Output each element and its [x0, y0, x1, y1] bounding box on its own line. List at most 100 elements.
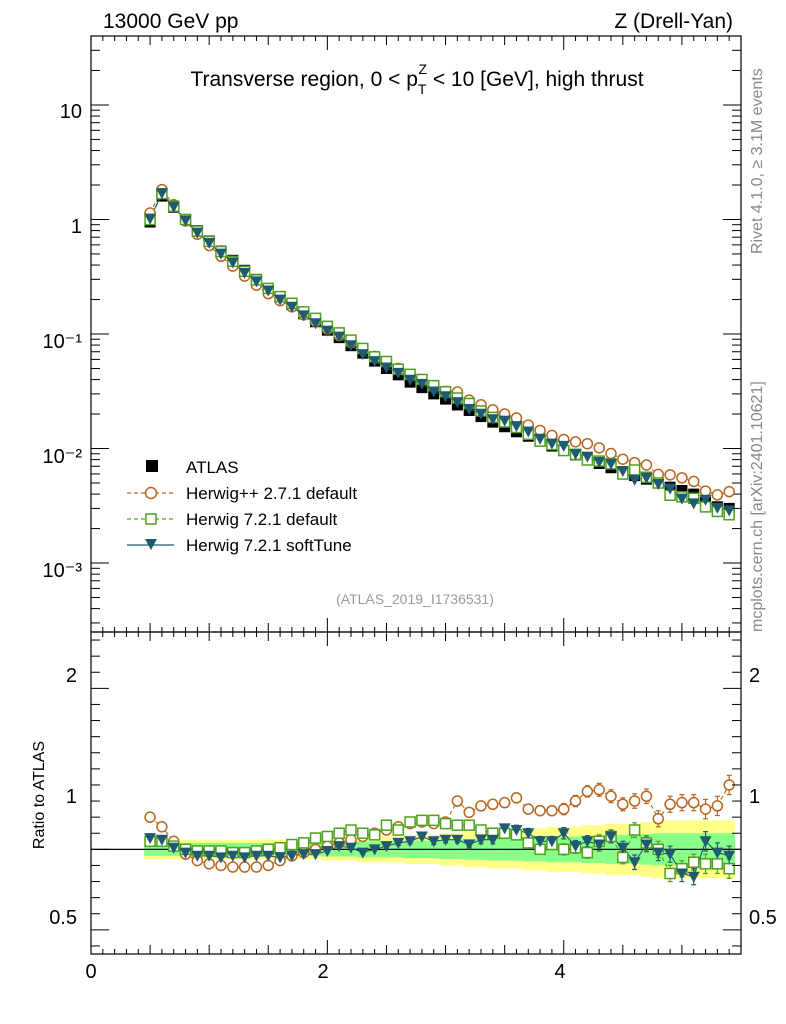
data-point-herwig7-softtune: [155, 188, 168, 200]
ratio-point-herwig7-softtune: [321, 845, 334, 857]
header-left-title: 13000 GeV pp: [103, 10, 238, 33]
x-tick-label: 4: [554, 961, 565, 983]
ratio-point-herwig7-default: [274, 841, 286, 854]
data-point-herwig7-softtune: [557, 440, 570, 452]
ratio-point-herwig7-default: [699, 858, 712, 870]
data-point-herwig7-softtune: [652, 479, 665, 491]
data-point-herwigpp: [569, 436, 582, 448]
ratio-point-herwigpp: [687, 796, 700, 809]
ratio-point-herwig7-default: [286, 838, 298, 851]
data-point-herwig7-softtune: [605, 458, 617, 470]
ratio-point-herwig7-softtune: [557, 828, 570, 840]
ratio-point-herwig7-softtune: [451, 834, 464, 846]
data-point-herwig7-softtune: [274, 294, 287, 306]
data-point-herwigpp: [605, 447, 617, 460]
data-point-herwig7-softtune: [250, 276, 263, 288]
data-point-herwig7-softtune: [179, 215, 192, 227]
ratio-point-herwig7-default: [557, 843, 570, 856]
ratio-y-tick-label: 0.5: [49, 907, 77, 929]
ratio-ylabel: Ratio to ATLAS: [31, 741, 48, 849]
ratio-point-herwig7-softtune: [711, 847, 724, 859]
data-point-herwig7-softtune: [628, 474, 641, 486]
ratio-panel: Ratio to ATLAS 0.5 1 2 0.5 1 2 0 2 4: [31, 631, 777, 983]
ratio-point-herwig7-default: [297, 837, 310, 849]
ratio-point-herwigpp: [487, 798, 499, 811]
ratio-point-herwigpp: [617, 798, 629, 811]
data-point-herwigpp: [699, 485, 712, 497]
data-point-herwig7-softtune: [203, 237, 216, 249]
data-point-herwig7-softtune: [439, 391, 452, 403]
ratio-point-herwig7-default: [723, 862, 735, 875]
data-point-herwig7-softtune: [687, 498, 700, 510]
ratio-point-herwigpp: [475, 800, 487, 812]
side-label-rivet: Rivet 4.1.0, ≥ 3.1M events: [749, 68, 766, 254]
y-tick-label: 10: [60, 101, 82, 123]
ratio-point-herwigpp: [640, 790, 653, 802]
data-point-herwig7-softtune: [309, 318, 322, 330]
data-point-herwig7-softtune: [226, 257, 239, 269]
data-point-herwig7-softtune: [486, 414, 499, 426]
ratio-point-herwig7-default: [463, 819, 475, 831]
data-point-herwig7-softtune: [498, 415, 511, 427]
ratio-point-herwig7-softtune: [522, 828, 535, 840]
ratio-point-herwig7-softtune: [498, 823, 511, 835]
data-point-herwigpp: [664, 469, 676, 481]
ratio-series: [144, 774, 736, 886]
ratio-point-herwig7-softtune: [226, 850, 239, 862]
ratio-point-herwig7-softtune: [191, 850, 204, 862]
data-point-herwig7-softtune: [167, 201, 180, 213]
ratio-point-herwigpp: [605, 790, 617, 802]
data-point-herwig7-softtune: [144, 213, 157, 225]
data-point-herwig7-softtune: [711, 502, 724, 514]
ratio-point-herwig7-default: [427, 814, 440, 827]
data-point-herwig7-softtune: [569, 448, 582, 460]
ratio-y-tick-label-right: 0.5: [749, 907, 777, 929]
main-panel: Transverse region, 0 < pTZ < 10 [GeV], h…: [43, 35, 742, 633]
ratio-point-herwig7-softtune: [664, 849, 677, 861]
data-point-herwigpp: [687, 475, 700, 488]
ratio-point-herwig7-softtune: [392, 837, 405, 849]
data-point-herwig7-softtune: [463, 403, 476, 415]
ratio-point-herwig7-default: [664, 867, 676, 880]
ratio-point-herwig7-default: [711, 858, 724, 870]
main-series: [144, 183, 736, 521]
legend-label: Herwig 7.2.1 softTune: [186, 536, 352, 555]
ratio-point-herwig7-softtune: [605, 831, 617, 843]
data-point-herwigpp: [581, 437, 594, 450]
data-point-herwig7-softtune: [215, 248, 227, 260]
data-point-herwig7-softtune: [262, 285, 275, 297]
data-point-herwig7-softtune: [675, 493, 688, 505]
data-point-herwig7-softtune: [664, 483, 677, 495]
legend: ATLAS Herwig++ 2.7.1 default Herwig 7.2.…: [127, 458, 357, 555]
ratio-point-herwig7-softtune: [368, 844, 381, 856]
data-point-herwig7-softtune: [699, 494, 712, 506]
data-point-herwig7-softtune: [640, 472, 653, 484]
data-point-herwig7-softtune: [380, 362, 393, 374]
data-point-herwigpp: [593, 442, 605, 454]
ratio-point-herwig7-softtune: [285, 850, 298, 862]
ratio-point-herwig7-softtune: [250, 850, 263, 862]
ratio-point-herwig7-softtune: [415, 831, 428, 843]
ratio-point-herwig7-softtune: [179, 847, 192, 859]
ratio-point-herwig7-softtune: [238, 852, 251, 864]
ratio-point-herwig7-softtune: [203, 850, 216, 862]
ratio-point-herwig7-softtune: [427, 836, 440, 848]
ratio-point-herwig7-default: [380, 819, 393, 831]
ratio-point-herwigpp: [581, 785, 594, 798]
ratio-point-herwig7-softtune: [652, 847, 665, 859]
ratio-point-herwigpp: [522, 803, 535, 815]
data-point-herwig7-softtune: [238, 267, 251, 279]
legend-label: ATLAS: [186, 458, 239, 477]
data-point-herwig7-softtune: [475, 408, 487, 420]
y-tick-label: 10⁻³: [43, 560, 83, 582]
ratio-point-herwigpp: [144, 811, 156, 823]
legend-marker-herwig7-softtune: [145, 539, 157, 550]
data-point-herwigpp: [676, 472, 688, 484]
ratio-point-herwigpp: [593, 784, 605, 796]
ratio-frame: [90, 631, 742, 955]
data-point-herwig7-softtune: [392, 367, 405, 379]
ratio-point-herwigpp: [238, 861, 251, 873]
legend-marker-herwig7-default: [145, 513, 157, 525]
ratio-point-herwig7-softtune: [274, 852, 287, 864]
ratio-point-herwigpp: [510, 792, 523, 804]
